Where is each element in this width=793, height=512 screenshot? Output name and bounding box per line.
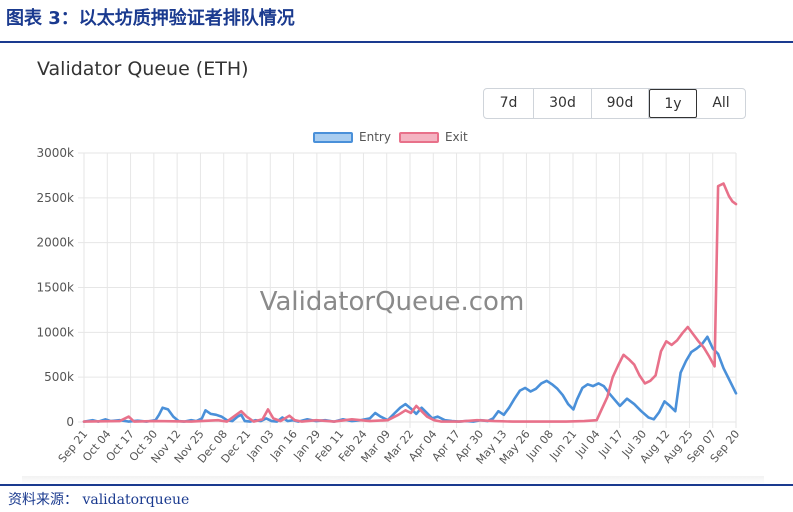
figure-title: 图表 3：以太坊质押验证者排队情况 [6, 8, 295, 29]
card-bottom-shadow [22, 476, 764, 484]
y-tick-label: 1500k [37, 281, 75, 295]
y-tick-label: 2000k [37, 236, 75, 250]
time-range-selector: 7d 30d 90d 1y All [483, 88, 746, 119]
x-tick-label: Jul 04 [572, 428, 602, 461]
chart-card [22, 50, 764, 480]
y-tick-label: 1000k [37, 325, 75, 339]
legend-entry-label: Entry [359, 130, 391, 144]
x-tick-label: Jul 17 [595, 428, 625, 461]
entry-series-line [82, 335, 738, 423]
exit-series-line [82, 182, 738, 423]
source-note: 资料来源： validatorqueue [8, 492, 190, 508]
y-tick-label: 2500k [37, 191, 75, 205]
range-30d-button[interactable]: 30d [534, 89, 592, 118]
bottom-divider [0, 484, 793, 486]
y-tick-label: 0 [66, 415, 74, 429]
range-1y-button[interactable]: 1y [649, 89, 697, 118]
legend-entry[interactable]: Entry [313, 130, 391, 144]
chart-legend: Entry Exit [313, 129, 468, 145]
legend-entry-swatch [313, 131, 353, 143]
y-tick-label: 500k [44, 370, 74, 384]
y-tick-label: 3000k [37, 146, 75, 160]
top-divider [0, 41, 793, 43]
chart-title: Validator Queue (ETH) [37, 58, 249, 80]
range-all-button[interactable]: All [712, 95, 730, 111]
range-90d-button[interactable]: 90d [592, 89, 649, 118]
legend-exit-label: Exit [444, 130, 468, 144]
legend-exit[interactable]: Exit [398, 130, 468, 144]
watermark-text: ValidatorQueue.com [260, 287, 525, 317]
range-7d-button[interactable]: 7d [484, 89, 534, 118]
legend-exit-swatch [398, 131, 439, 143]
